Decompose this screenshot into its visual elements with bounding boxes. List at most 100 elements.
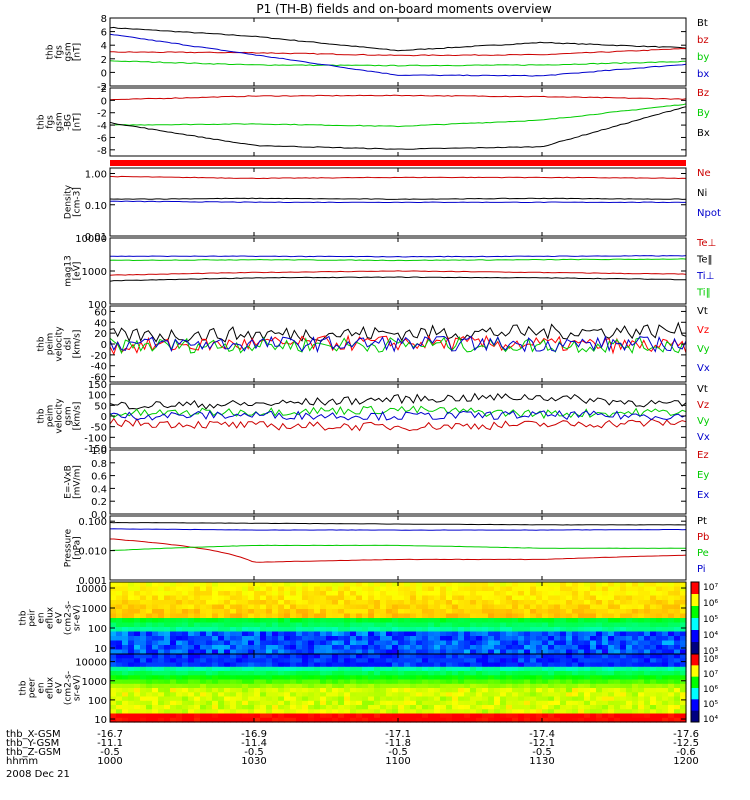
heatmap-cell <box>452 595 459 601</box>
heatmap-cell <box>488 618 495 624</box>
heatmap-cell <box>230 679 237 685</box>
heatmap-cell <box>494 631 501 637</box>
heatmap-cell <box>368 609 375 615</box>
heatmap-cell <box>248 717 255 723</box>
heatmap-cell <box>230 618 237 624</box>
heatmap-cell <box>680 662 687 668</box>
heatmap-cell <box>662 604 669 610</box>
heatmap-cell <box>212 627 219 633</box>
heatmap-cell <box>620 713 627 719</box>
heatmap-cell <box>524 654 531 659</box>
heatmap-cell <box>410 675 417 681</box>
heatmap-cell <box>392 662 399 668</box>
heatmap-cell <box>206 696 213 702</box>
heatmap-cell <box>578 654 585 659</box>
heatmap-cell <box>332 675 339 681</box>
heatmap-cell <box>164 582 171 588</box>
heatmap-cell <box>338 622 345 628</box>
heatmap-cell <box>452 622 459 628</box>
heatmap-cell <box>494 604 501 610</box>
heatmap-cell <box>308 713 315 719</box>
heatmap-cell <box>236 688 243 693</box>
heatmap-cell <box>602 683 609 689</box>
heatmap-cell <box>422 709 429 715</box>
heatmap-cell <box>512 688 519 693</box>
heatmap-cell <box>296 586 303 592</box>
heatmap-cell <box>590 666 597 672</box>
panel-frame <box>109 305 687 383</box>
series-line-Bx <box>109 106 687 150</box>
heatmap-cell <box>554 696 561 702</box>
heatmap-cell <box>224 595 231 601</box>
heatmap-cell <box>158 654 165 659</box>
heatmap-cell <box>608 622 615 628</box>
heatmap-cell <box>530 640 537 646</box>
heatmap-cell <box>560 613 567 619</box>
heatmap-cell <box>614 675 621 681</box>
heatmap-cell <box>578 666 585 672</box>
heatmap-cell <box>584 666 591 672</box>
heatmap-cell <box>506 604 513 610</box>
legend-entry-Ni: Ni <box>697 188 707 199</box>
heatmap-cell <box>434 683 441 689</box>
heatmap-cell <box>170 705 177 710</box>
heatmap-cell <box>638 640 645 646</box>
heatmap-cell <box>560 666 567 672</box>
heatmap-cell <box>344 595 351 601</box>
heatmap-cell <box>440 618 447 624</box>
heatmap-cell <box>614 645 621 651</box>
heatmap-cell <box>668 658 675 664</box>
heatmap-cell <box>632 709 639 715</box>
heatmap-cell <box>434 591 441 597</box>
heatmap-cell <box>356 609 363 615</box>
heatmap-cell <box>470 688 477 693</box>
heatmap-cell <box>434 705 441 710</box>
heatmap-cell <box>182 696 189 702</box>
heatmap-cell <box>248 582 255 588</box>
heatmap-cell <box>194 692 201 698</box>
heatmap-cell <box>218 675 225 681</box>
heatmap-cell <box>320 636 327 642</box>
heatmap-cell <box>440 709 447 715</box>
heatmap-cell <box>194 636 201 642</box>
heatmap-cell <box>494 696 501 702</box>
heatmap-cell <box>110 666 117 672</box>
heatmap-cell <box>320 662 327 668</box>
heatmap-cell <box>488 586 495 592</box>
heatmap-cell <box>386 705 393 710</box>
heatmap-cell <box>242 666 249 672</box>
heatmap-cell <box>302 627 309 633</box>
heatmap-cell <box>170 654 177 659</box>
heatmap-cell <box>626 671 633 676</box>
heatmap-cell <box>470 671 477 676</box>
y-tick-label: 1.00 <box>85 170 107 181</box>
heatmap-cell <box>542 640 549 646</box>
heatmap-cell <box>482 675 489 681</box>
heatmap-cell <box>476 662 483 668</box>
colorbar-segment <box>691 642 699 655</box>
heatmap-cell <box>404 666 411 672</box>
heatmap-cell <box>656 658 663 664</box>
heatmap-cell <box>614 586 621 592</box>
heatmap-cell <box>458 654 465 659</box>
heatmap-cell <box>464 622 471 628</box>
heatmap-cell <box>236 600 243 606</box>
y-tick-label: -50 <box>91 423 107 434</box>
heatmap-cell <box>164 709 171 715</box>
heatmap-cell <box>524 600 531 606</box>
heatmap-cell <box>482 591 489 597</box>
axis-row-value: -0.5 <box>244 747 264 758</box>
heatmap-cell <box>212 645 219 651</box>
y-axis-label: peim <box>46 405 56 428</box>
heatmap-cell <box>386 666 393 672</box>
heatmap-cell <box>662 595 669 601</box>
heatmap-cell <box>230 631 237 637</box>
heatmap-cell <box>434 700 441 706</box>
colorbar-segment <box>691 594 699 607</box>
heatmap-cell <box>650 683 657 689</box>
heatmap-cell <box>452 692 459 698</box>
heatmap-cell <box>314 717 321 723</box>
heatmap-cell <box>464 640 471 646</box>
heatmap-cell <box>110 627 117 633</box>
heatmap-cell <box>140 618 147 624</box>
